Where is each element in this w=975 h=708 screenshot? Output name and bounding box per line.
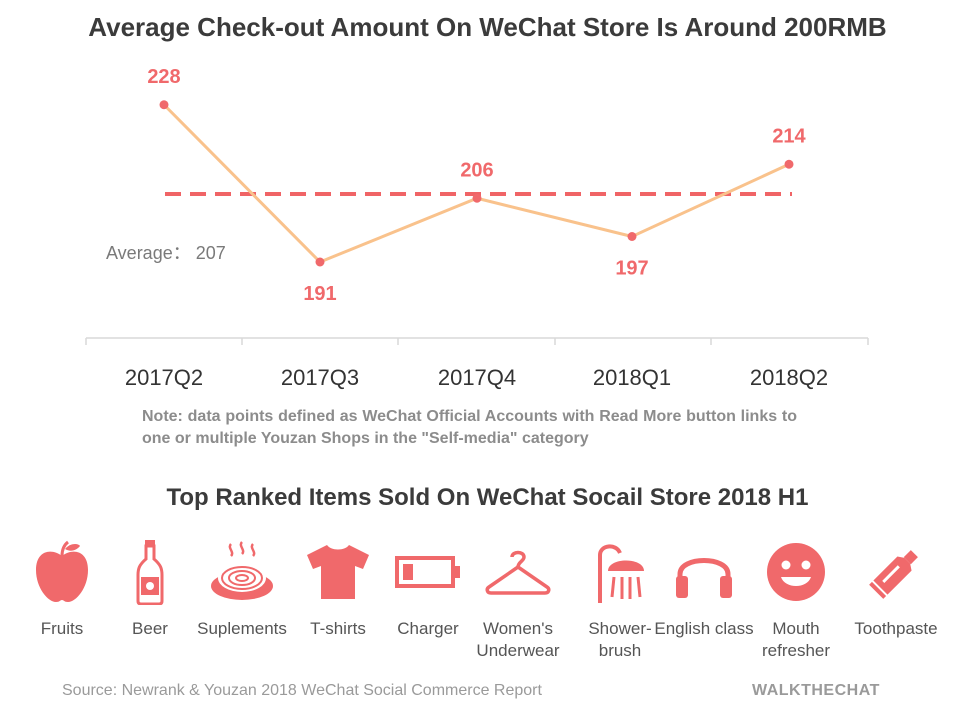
item-tshirts: T-shirts — [288, 538, 388, 640]
data-label: 228 — [147, 66, 180, 88]
source-note: Source: Newrank & Youzan 2018 WeChat Soc… — [62, 682, 542, 699]
item-label: Charger — [397, 619, 459, 638]
average-label: Average： 207 — [106, 243, 226, 263]
chart-title: Average Check-out Amount On WeChat Store… — [88, 12, 887, 42]
data-point — [472, 193, 482, 203]
data-point — [315, 257, 325, 267]
chart-note: Note: data points defined as WeChat Offi… — [142, 408, 797, 447]
series-line — [162, 103, 790, 264]
x-tick-label: 2018Q1 — [593, 365, 671, 390]
apple-icon — [12, 538, 112, 606]
line-chart: Average： 207 228 191 206 197 214 2017Q2 2017Q3 2… — [85, 66, 869, 390]
brand-logo: WALKTHECHAT — [752, 682, 880, 699]
item-label: English class — [654, 619, 754, 638]
shower-icon — [570, 538, 670, 606]
item-toothpaste: Toothpaste — [846, 538, 946, 640]
data-point — [627, 232, 637, 241]
headphones-icon — [654, 538, 754, 606]
item-label: T-shirts — [310, 619, 366, 638]
item-english: English class — [654, 538, 754, 640]
battery-icon — [378, 538, 478, 606]
item-shower: Shower-brush — [570, 538, 670, 662]
hanger-icon — [468, 538, 568, 606]
item-label: Suplements — [197, 619, 287, 638]
item-underwear: Women's Underwear — [468, 538, 568, 662]
item-label: Mouth refresher — [761, 619, 831, 660]
items-subtitle: Top Ranked Items Sold On WeChat Socail S… — [166, 484, 809, 511]
item-label: Beer — [132, 619, 168, 638]
data-label: 191 — [303, 283, 336, 305]
item-label: Shower-brush — [588, 619, 652, 660]
tshirt-icon — [288, 538, 388, 606]
item-beer: Beer — [100, 538, 200, 640]
item-label: Fruits — [40, 619, 84, 638]
smiley-icon — [746, 538, 846, 606]
item-fruits: Fruits — [12, 538, 112, 640]
x-tick-label: 2018Q2 — [750, 365, 828, 390]
bowl-icon — [192, 538, 292, 606]
x-tick-label: 2017Q2 — [125, 365, 203, 390]
item-label: Toothpaste — [854, 619, 938, 638]
bottle-icon — [100, 538, 200, 606]
data-point — [159, 100, 169, 110]
data-point — [784, 159, 794, 169]
data-label: 214 — [772, 125, 806, 147]
item-mouth: Mouth refresher — [746, 538, 846, 662]
x-tick-label: 2017Q4 — [438, 365, 516, 390]
data-label: 197 — [615, 258, 648, 280]
item-charger: Charger — [378, 538, 478, 640]
data-label: 206 — [460, 159, 493, 181]
toothpaste-icon — [846, 538, 946, 606]
item-suplements: Suplements — [192, 538, 292, 640]
item-label: Women's Underwear — [476, 619, 560, 660]
x-tick-label: 2017Q3 — [281, 365, 359, 390]
